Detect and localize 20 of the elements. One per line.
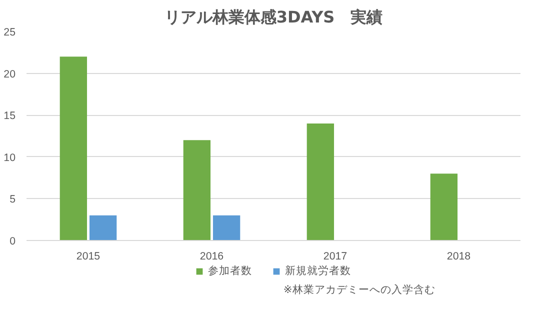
bar xyxy=(60,56,88,240)
bar xyxy=(212,215,240,240)
bar xyxy=(306,123,334,240)
y-tick-label: 0 xyxy=(10,236,16,248)
x-tick-label: 2015 xyxy=(76,250,100,262)
legend-label: 参加者数 xyxy=(208,264,252,278)
text: ※林業アカデミーへの入学含む xyxy=(283,283,436,296)
x-tick-label: 2017 xyxy=(323,250,348,262)
legend-label: 新規就労者数 xyxy=(285,264,351,278)
bar xyxy=(89,215,117,240)
y-tick-label: 25 xyxy=(4,26,16,38)
y-tick-label: 5 xyxy=(10,194,16,206)
y-tick-label: 20 xyxy=(4,68,16,80)
x-tick-label: 2018 xyxy=(446,250,471,262)
x-tick-label: 2016 xyxy=(200,250,224,262)
y-tick-label: 10 xyxy=(4,152,16,164)
y-tick-label: 15 xyxy=(4,110,16,122)
bar xyxy=(430,174,458,240)
bar xyxy=(183,140,211,240)
chart-title: リアル林業体感3DAYS 実績 xyxy=(164,8,383,26)
